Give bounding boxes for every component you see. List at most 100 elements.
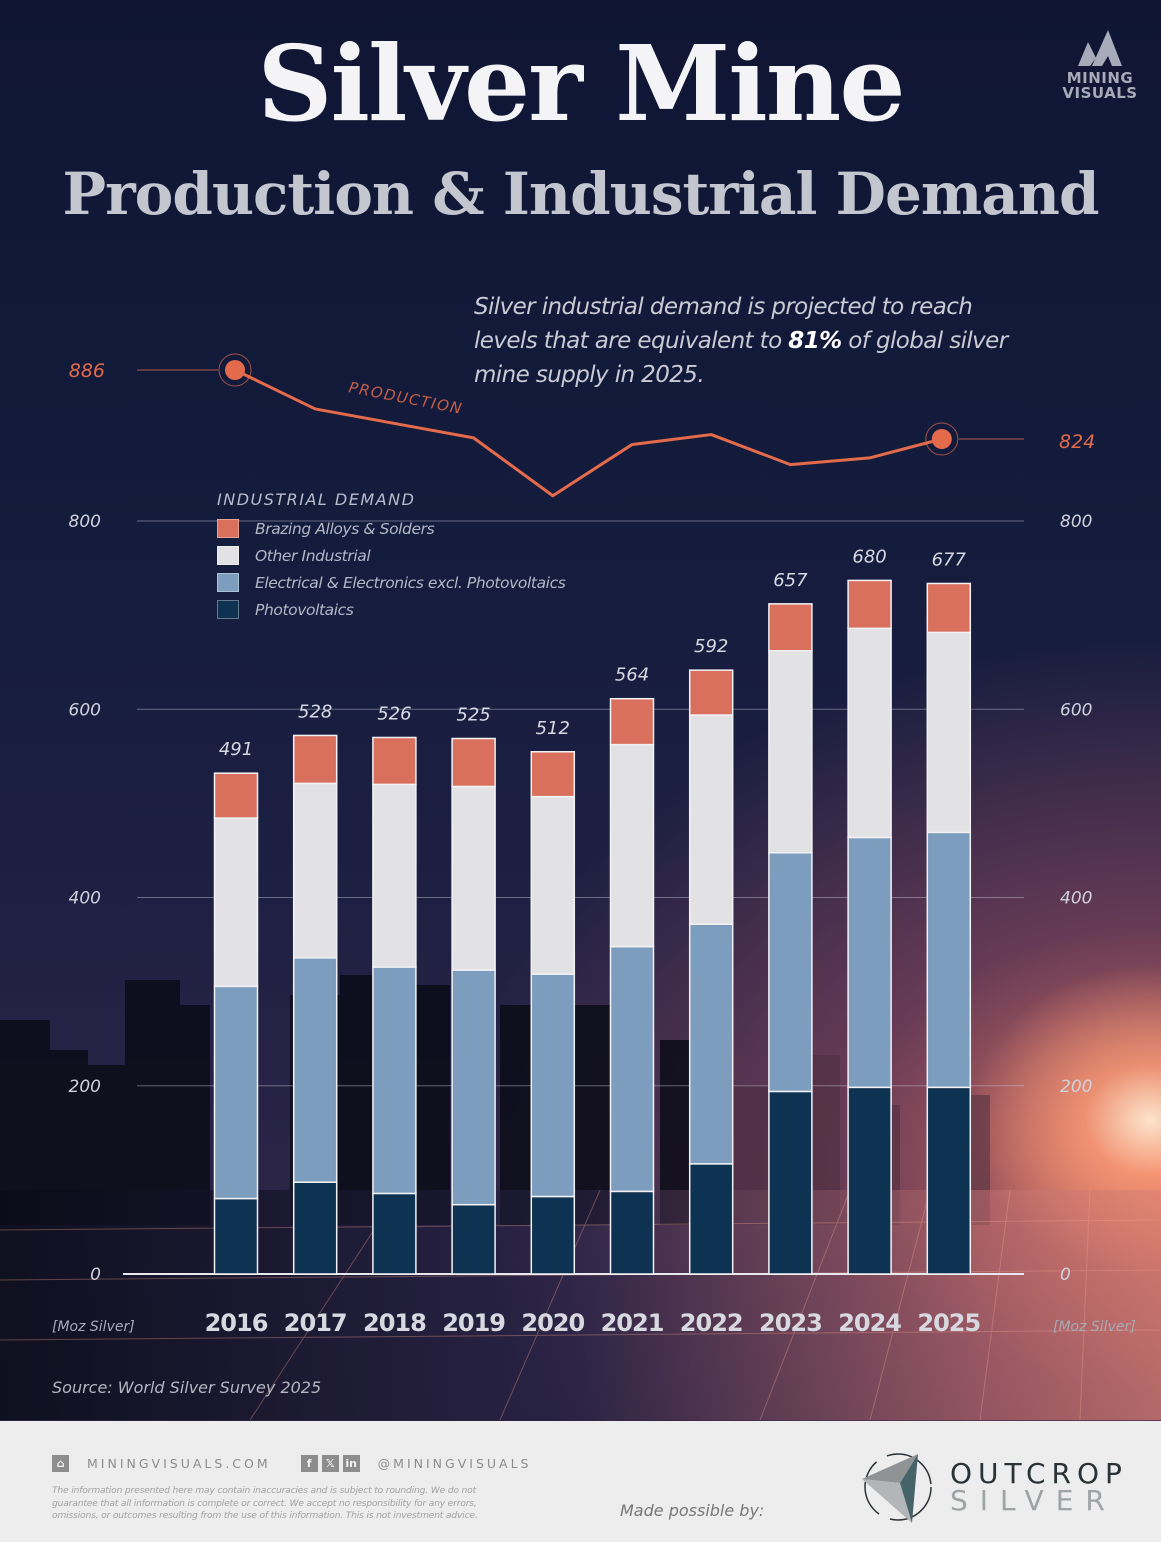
legend-label: Other Industrial [255,546,371,565]
x-tick-label: 2020 [521,1309,584,1337]
bar-segment-other [926,631,972,834]
x-tick-label: 2016 [205,1309,268,1337]
legend-item-photovoltaics: Photovoltaics [217,596,565,623]
bar-segment-brazing [688,669,734,716]
y-tick-label-right: 200 [1060,1077,1092,1097]
facebook-icon[interactable]: f [300,1455,318,1472]
bar-segment-brazing [292,734,338,785]
y-tick-label-left: 200 [69,1077,101,1097]
linkedin-icon[interactable]: in [342,1455,360,1472]
legend-item-brazing: Brazing Alloys & Solders [217,515,565,542]
legend-swatch [217,573,239,592]
bar-total-label: 592 [694,636,728,657]
production-endpoint-ring [925,422,959,456]
bar-segment-brazing [847,579,892,630]
y-axis-unit-right: [Moz Silver] [1053,1319,1136,1335]
made-possible-by-label: Made possible by: [620,1501,765,1520]
social-handle-link[interactable]: @MININGVISUALS [377,1456,532,1471]
bar-segment-brazing [609,697,655,746]
production-endpoint-ring [218,353,252,387]
website-link[interactable]: MININGVISUALS.COM [87,1456,271,1471]
bar-segment-photovoltaics [926,1086,972,1275]
bar-segment-other [451,785,496,971]
bar-segment-electrical [213,985,259,1200]
annotation-highlight: 81% [788,328,842,354]
bar-total-label: 680 [852,546,886,567]
bar-segment-photovoltaics [768,1090,813,1275]
bar-segment-brazing [372,736,417,786]
bar-segment-other [768,650,813,854]
x-icon[interactable]: 𝕏 [321,1455,339,1472]
bar-segment-electrical [372,966,417,1195]
bar-segment-other [609,743,655,948]
key-insight-annotation: Silver industrial demand is projected to… [474,290,1034,392]
production-endpoint-marker [225,360,245,380]
y-tick-label-left: 0 [90,1265,101,1285]
x-tick-label: 2022 [680,1309,743,1337]
mining-visuals-logo-line1: MINING [1066,69,1134,87]
outcrop-pyramid-icon [862,1453,932,1523]
bar-segment-electrical [926,831,972,1089]
production-series-label: PRODUCTION [347,378,464,418]
bar-segment-photovoltaics [530,1195,576,1275]
bar-segment-other [372,783,417,968]
bar-segment-photovoltaics [847,1086,892,1275]
bar-segment-photovoltaics [372,1192,417,1275]
annotation-text-post: of global silver mine supply in 2025. [474,328,1008,388]
bar-segment-photovoltaics [609,1190,655,1275]
bar-segment-electrical [451,969,496,1206]
legend-label: Electrical & Electronics excl. Photovolt… [255,573,566,592]
production-line [234,368,943,498]
legend-title: INDUSTRIAL DEMAND [217,490,416,509]
bar-segment-electrical [292,957,338,1183]
legend-label: Photovoltaics [255,600,354,619]
y-tick-label-right: 0 [1060,1265,1071,1285]
bar-segment-brazing [926,582,972,634]
x-tick-label: 2017 [284,1309,347,1337]
bar-segment-brazing [530,751,576,798]
bar-segment-other [213,817,259,988]
mountain-logo-icon [1078,30,1122,66]
bar-total-label: 564 [615,665,649,686]
x-tick-label: 2024 [838,1309,901,1337]
x-tick-label: 2023 [759,1309,822,1337]
y-tick-label-left: 600 [69,700,101,720]
bar-total-label: 528 [298,701,332,722]
bar-segment-brazing [451,737,496,788]
legend-item-other: Other Industrial [217,542,565,569]
sponsor-name-line1: OUTCROP [950,1457,1128,1490]
bar-total-label: 512 [536,718,570,739]
source-note: Source: World Silver Survey 2025 [52,1378,322,1397]
bar-segment-electrical [530,973,576,1198]
legend-swatch [217,600,239,619]
y-tick-label-left: 400 [69,889,101,909]
page-title: Silver Mine [257,22,905,145]
mining-visuals-logo-line2: VISUALS [1062,84,1138,102]
legend-swatch [217,546,239,565]
disclaimer-text: The information presented here may conta… [52,1485,478,1521]
bar-total-label: 526 [377,703,411,724]
home-icon[interactable]: ⌂ [52,1455,69,1472]
bar-total-label: 657 [773,570,808,591]
bar-segment-photovoltaics [292,1181,338,1275]
bar-segment-electrical [688,923,734,1165]
bar-segment-electrical [768,851,813,1093]
legend-label: Brazing Alloys & Solders [255,519,435,538]
production-end-value-label: 824 [1059,431,1095,453]
bar-segment-photovoltaics [213,1197,259,1275]
bar-segment-photovoltaics [451,1203,496,1275]
annotation-text-pre: Silver industrial demand is projected to… [474,294,973,354]
bar-segment-brazing [768,603,813,652]
y-tick-label-right: 400 [1060,889,1092,909]
bar-segment-electrical [847,836,892,1089]
bar-total-label: 525 [456,705,490,726]
x-tick-label: 2018 [363,1309,426,1337]
sponsor-name-line2: SILVER [950,1484,1117,1517]
stacked-bar-chart: 0 0 200 200 400 400 600 600 800 800 886 824 PRODUCT… [52,353,1136,1337]
x-tick-label: 2025 [917,1309,980,1337]
bar-segment-other [847,627,892,839]
bar-segment-photovoltaics [688,1163,734,1275]
y-axis-unit-left: [Moz Silver] [52,1319,135,1335]
x-tick-label: 2019 [442,1309,505,1337]
